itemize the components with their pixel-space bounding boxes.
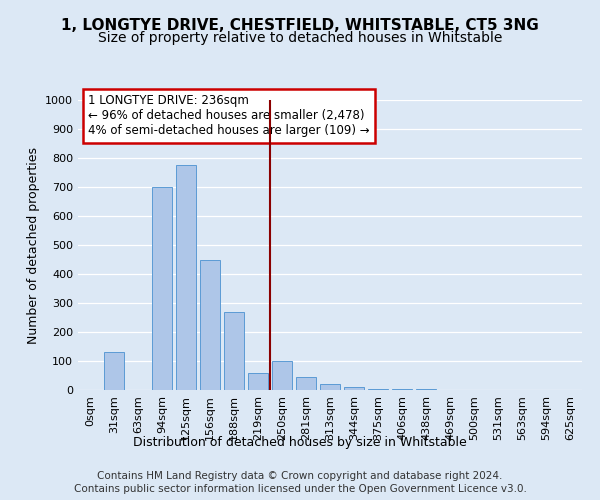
Bar xyxy=(104,352,124,390)
Text: Size of property relative to detached houses in Whitstable: Size of property relative to detached ho… xyxy=(98,31,502,45)
Text: Contains HM Land Registry data © Crown copyright and database right 2024.: Contains HM Land Registry data © Crown c… xyxy=(97,471,503,481)
Text: Contains public sector information licensed under the Open Government Licence v3: Contains public sector information licen… xyxy=(74,484,526,494)
Bar xyxy=(368,388,388,390)
Y-axis label: Number of detached properties: Number of detached properties xyxy=(26,146,40,344)
Text: Distribution of detached houses by size in Whitstable: Distribution of detached houses by size … xyxy=(133,436,467,449)
Bar xyxy=(152,187,172,390)
Bar xyxy=(320,384,340,390)
Bar xyxy=(176,166,196,390)
Bar xyxy=(272,361,292,390)
Bar xyxy=(392,389,412,390)
Bar xyxy=(200,260,220,390)
Bar xyxy=(296,377,316,390)
Bar xyxy=(248,372,268,390)
Text: 1, LONGTYE DRIVE, CHESTFIELD, WHITSTABLE, CT5 3NG: 1, LONGTYE DRIVE, CHESTFIELD, WHITSTABLE… xyxy=(61,18,539,32)
Bar xyxy=(224,312,244,390)
Text: 1 LONGTYE DRIVE: 236sqm
← 96% of detached houses are smaller (2,478)
4% of semi-: 1 LONGTYE DRIVE: 236sqm ← 96% of detache… xyxy=(88,94,370,137)
Bar xyxy=(344,387,364,390)
